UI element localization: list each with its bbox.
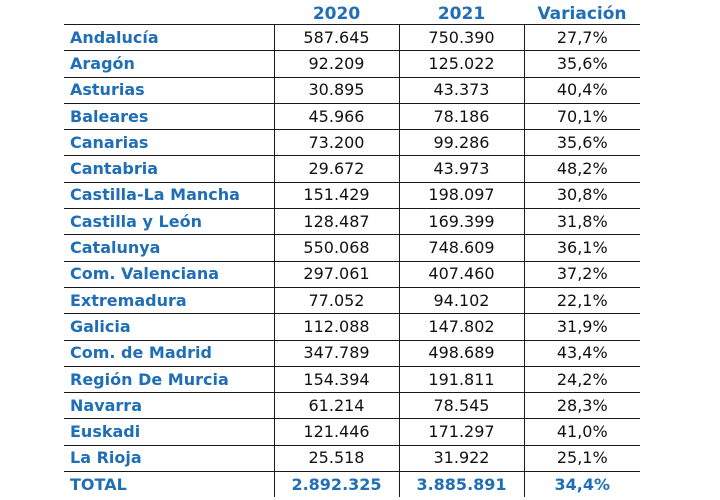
table-row: Aragón 92.209 125.022 35,6% bbox=[64, 50, 640, 78]
value-2021-cell: 43.973 bbox=[398, 155, 524, 183]
value-2020-cell: 29.672 bbox=[273, 155, 399, 183]
region-cell: Región De Murcia bbox=[64, 366, 274, 394]
table-row: Extremadura 77.052 94.102 22,1% bbox=[64, 287, 640, 315]
value-2020-cell: 73.200 bbox=[273, 129, 399, 157]
table-row: Castilla-La Mancha 151.429 198.097 30,8% bbox=[64, 182, 640, 210]
table-header: 2020 2021 Variación bbox=[64, 2, 640, 25]
value-2020-cell: 151.429 bbox=[273, 182, 399, 210]
variation-cell: 24,2% bbox=[523, 366, 640, 394]
value-2021-cell: 407.460 bbox=[398, 261, 524, 288]
value-2020-cell: 112.088 bbox=[273, 313, 399, 341]
region-cell: Extremadura bbox=[64, 287, 274, 315]
table-row: Castilla y León 128.487 169.399 31,8% bbox=[64, 208, 640, 236]
value-2020-cell: 92.209 bbox=[273, 50, 399, 78]
region-cell: La Rioja bbox=[64, 445, 274, 473]
variation-cell: 36,1% bbox=[523, 234, 640, 262]
value-2021-cell: 78.186 bbox=[398, 103, 524, 131]
value-2021-cell: 171.297 bbox=[398, 418, 524, 446]
variation-cell: 40,4% bbox=[523, 77, 640, 104]
variation-cell: 31,9% bbox=[523, 313, 640, 341]
variation-cell: 37,2% bbox=[523, 261, 640, 288]
region-cell: Canarias bbox=[64, 129, 274, 157]
table-body: Andalucía 587.645 750.390 27,7% Aragón 92.209… bbox=[64, 24, 640, 498]
header-variation: Variación bbox=[524, 2, 640, 25]
value-2020-cell: 154.394 bbox=[273, 366, 399, 394]
value-2021-cell: 31.922 bbox=[398, 445, 524, 473]
header-2020: 2020 bbox=[274, 2, 399, 25]
variation-cell: 48,2% bbox=[523, 155, 640, 183]
header-row: 2020 2021 Variación bbox=[64, 2, 640, 25]
region-cell: Andalucía bbox=[64, 24, 274, 52]
region-cell: Com. Valenciana bbox=[64, 261, 274, 288]
region-comparison-table: 2020 2021 Variación Andalucía 587.645 750.… bbox=[64, 2, 640, 498]
value-2021-cell: 125.022 bbox=[398, 50, 524, 78]
value-2020-cell: 297.061 bbox=[273, 261, 399, 288]
table-row: Andalucía 587.645 750.390 27,7% bbox=[64, 24, 640, 52]
table-row: Cantabria 29.672 43.973 48,2% bbox=[64, 155, 640, 183]
variation-cell: 35,6% bbox=[523, 129, 640, 157]
table-row: Com. de Madrid 347.789 498.689 43,4% bbox=[64, 340, 640, 367]
value-2021-cell: 99.286 bbox=[398, 129, 524, 157]
table-row: Galicia 112.088 147.802 31,9% bbox=[64, 313, 640, 341]
variation-cell: 41,0% bbox=[523, 418, 640, 446]
value-2020-cell: 45.966 bbox=[273, 103, 399, 131]
table-row: Com. Valenciana 297.061 407.460 37,2% bbox=[64, 261, 640, 288]
region-cell: Com. de Madrid bbox=[64, 340, 274, 367]
region-cell: Asturias bbox=[64, 77, 274, 104]
total-label-cell: TOTAL bbox=[70, 474, 127, 494]
header-2021: 2021 bbox=[399, 2, 524, 25]
variation-cell: 22,1% bbox=[523, 287, 640, 315]
variation-cell: 30,8% bbox=[523, 182, 640, 210]
variation-cell: 28,3% bbox=[523, 392, 640, 420]
value-2020-cell: 30.895 bbox=[273, 77, 399, 104]
region-cell: Catalunya bbox=[64, 234, 274, 262]
total-2021-cell: 3.885.891 bbox=[398, 471, 524, 498]
region-cell: Aragón bbox=[64, 50, 274, 78]
region-cell: Castilla-La Mancha bbox=[64, 182, 274, 210]
value-2020-cell: 128.487 bbox=[273, 208, 399, 236]
value-2020-cell: 550.068 bbox=[273, 234, 399, 262]
region-cell: Baleares bbox=[64, 103, 274, 131]
variation-cell: 43,4% bbox=[523, 340, 640, 367]
variation-cell: 25,1% bbox=[523, 445, 640, 473]
total-row: TOTAL 2.892.325 3.885.891 34,4% bbox=[64, 471, 640, 498]
variation-cell: 27,7% bbox=[523, 24, 640, 52]
table-row: Navarra 61.214 78.545 28,3% bbox=[64, 392, 640, 420]
table-row: Canarias 73.200 99.286 35,6% bbox=[64, 129, 640, 157]
variation-cell: 31,8% bbox=[523, 208, 640, 236]
value-2021-cell: 198.097 bbox=[398, 182, 524, 210]
table-row: Baleares 45.966 78.186 70,1% bbox=[64, 103, 640, 131]
table-row: La Rioja 25.518 31.922 25,1% bbox=[64, 445, 640, 473]
value-2021-cell: 169.399 bbox=[398, 208, 524, 236]
value-2021-cell: 147.802 bbox=[398, 313, 524, 341]
table-row: Asturias 30.895 43.373 40,4% bbox=[64, 77, 640, 104]
value-2021-cell: 748.609 bbox=[398, 234, 524, 262]
region-cell: Castilla y León bbox=[64, 208, 274, 236]
table-row: Región De Murcia 154.394 191.811 24,2% bbox=[64, 366, 640, 394]
region-cell: Galicia bbox=[64, 313, 274, 341]
value-2020-cell: 77.052 bbox=[273, 287, 399, 315]
data-table-container: 2020 2021 Variación Andalucía 587.645 750.… bbox=[64, 2, 640, 498]
region-cell: Cantabria bbox=[64, 155, 274, 183]
value-2021-cell: 498.689 bbox=[398, 340, 524, 367]
value-2020-cell: 121.446 bbox=[273, 418, 399, 446]
region-cell: Navarra bbox=[64, 392, 274, 420]
value-2021-cell: 191.811 bbox=[398, 366, 524, 394]
header-region bbox=[64, 2, 274, 25]
value-2021-cell: 43.373 bbox=[398, 77, 524, 104]
value-2021-cell: 78.545 bbox=[398, 392, 524, 420]
value-2020-cell: 587.645 bbox=[273, 24, 399, 52]
variation-cell: 70,1% bbox=[523, 103, 640, 131]
value-2021-cell: 750.390 bbox=[398, 24, 524, 52]
total-variation-cell: 34,4% bbox=[523, 471, 640, 498]
variation-cell: 35,6% bbox=[523, 50, 640, 78]
table-row: Euskadi 121.446 171.297 41,0% bbox=[64, 418, 640, 446]
value-2021-cell: 94.102 bbox=[398, 287, 524, 315]
total-2020-cell: 2.892.325 bbox=[273, 471, 399, 498]
value-2020-cell: 347.789 bbox=[273, 340, 399, 367]
value-2020-cell: 61.214 bbox=[273, 392, 399, 420]
table-row: Catalunya 550.068 748.609 36,1% bbox=[64, 234, 640, 262]
value-2020-cell: 25.518 bbox=[273, 445, 399, 473]
region-cell: Euskadi bbox=[64, 418, 274, 446]
